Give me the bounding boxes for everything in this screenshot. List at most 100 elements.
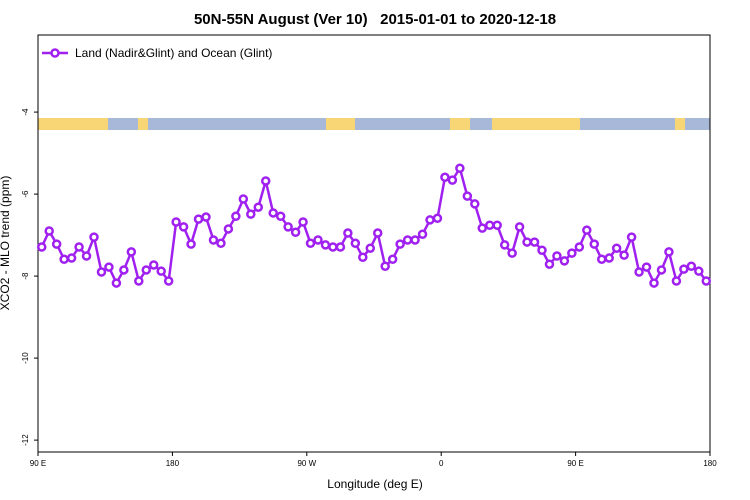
data-point <box>664 247 674 257</box>
ocean <box>355 118 450 130</box>
data-point <box>522 237 532 247</box>
x-axis-label: Longitude (deg E) <box>327 477 422 491</box>
data-point <box>417 229 428 240</box>
data-point <box>425 215 435 225</box>
data-point <box>246 209 256 219</box>
data-point <box>686 261 697 272</box>
data-point <box>694 266 704 276</box>
data-point <box>567 248 577 258</box>
data-point <box>596 254 607 265</box>
y-tick-label: -8 <box>21 272 30 280</box>
ocean <box>470 118 492 130</box>
data-point <box>119 265 129 275</box>
data-point <box>96 267 107 277</box>
y-tick-label: -10 <box>21 352 30 364</box>
data-point <box>81 251 92 261</box>
data-point <box>499 240 510 250</box>
x-tick-label: 90 E <box>567 459 583 468</box>
data-point <box>275 211 286 221</box>
data-point <box>395 239 405 249</box>
data-point <box>387 254 398 265</box>
x-tick-label: 180 <box>703 459 717 468</box>
chart-title: 50N-55N August (Ver 10) 2015-01-01 to 20… <box>194 11 556 28</box>
y-tick-label: -6 <box>21 190 30 198</box>
data-point <box>626 232 637 242</box>
data-point <box>604 253 614 263</box>
data-point <box>328 242 338 252</box>
data-point <box>559 256 570 266</box>
data-point <box>298 217 308 227</box>
data-point <box>193 214 204 224</box>
data-point <box>111 278 122 288</box>
data-point <box>141 265 152 275</box>
data-point <box>611 243 622 253</box>
data-point <box>186 239 196 249</box>
data-point <box>126 247 137 257</box>
x-tick-label: 90 E <box>30 459 46 468</box>
data-point <box>537 245 547 256</box>
data-point <box>507 248 517 258</box>
land-ocean-strip <box>38 118 710 130</box>
data-point <box>163 276 174 286</box>
data-point <box>238 194 249 204</box>
data-point <box>253 202 264 212</box>
data-point <box>529 237 540 247</box>
data-point <box>290 227 301 237</box>
data-point <box>216 238 226 249</box>
data-point <box>36 242 47 252</box>
data-point <box>484 220 495 231</box>
data-point <box>455 163 465 174</box>
data-point <box>320 240 331 250</box>
data-point <box>619 250 629 260</box>
x-tick-label: 0 <box>439 459 444 468</box>
data-point <box>201 212 211 222</box>
data-point <box>104 262 114 272</box>
data-point <box>51 239 62 249</box>
data-point <box>283 222 293 232</box>
data-point <box>335 242 346 252</box>
data-point <box>89 232 99 242</box>
data-point <box>470 199 480 209</box>
data-point <box>634 267 644 277</box>
data-point <box>231 211 241 221</box>
y-axis-label: XCO2 - MLO trend (ppm) <box>0 176 12 311</box>
data-point <box>66 253 77 263</box>
data-point <box>440 172 450 183</box>
legend-label: Land (Nadir&Glint) and Ocean (Glint) <box>75 46 272 60</box>
data-point <box>44 226 54 236</box>
data-point <box>358 252 368 262</box>
data-point <box>313 235 323 245</box>
data-point <box>589 239 600 249</box>
data-point <box>514 222 525 232</box>
data-point <box>671 276 682 286</box>
x-tick-label: 180 <box>166 459 180 468</box>
data-point <box>679 264 689 274</box>
data-point <box>656 265 667 275</box>
plot-frame <box>37 34 711 453</box>
data-point <box>641 262 652 272</box>
data-point <box>343 228 353 238</box>
data-point <box>171 217 181 227</box>
data-point <box>582 225 592 235</box>
data-point <box>134 276 144 286</box>
ocean <box>148 118 326 130</box>
data-point <box>380 261 390 272</box>
data-point <box>260 176 271 186</box>
ocean <box>580 118 675 130</box>
data-point <box>350 238 361 249</box>
legend-marker <box>50 48 60 58</box>
data-point <box>410 235 420 245</box>
data-point <box>432 213 443 224</box>
data-point <box>372 228 383 238</box>
data-point <box>462 191 473 201</box>
data-point <box>477 223 488 233</box>
data-point <box>268 208 278 218</box>
data-point <box>402 235 413 245</box>
data-point <box>59 254 69 265</box>
data-point <box>701 276 712 286</box>
data-point <box>492 220 502 231</box>
data-point <box>365 243 376 253</box>
